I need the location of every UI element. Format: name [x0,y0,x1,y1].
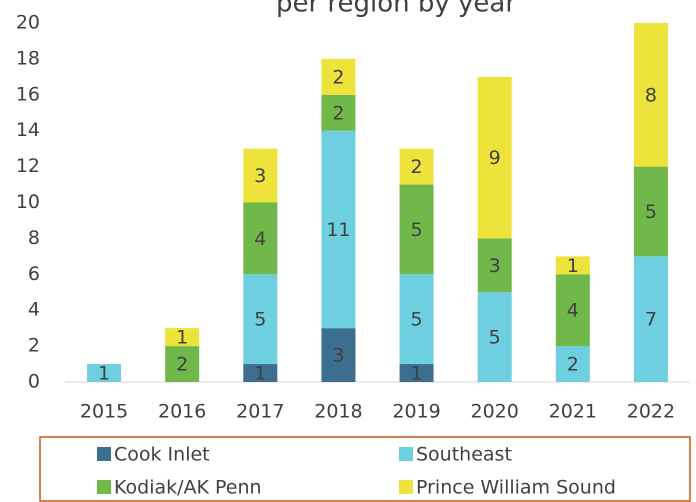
data-label: 5 [254,309,266,331]
data-label: 5 [411,219,423,241]
bar-segment [243,202,278,275]
x-tick-label: 2021 [549,401,597,423]
legend-label: Prince William Sound [416,477,616,499]
bar-segment [321,58,356,95]
bar-segment [321,328,356,382]
x-tick-label: 2015 [80,401,128,423]
bar-segment [399,184,434,275]
y-tick-label: 8 [28,227,40,249]
y-tick-label: 18 [16,47,40,69]
data-label: 3 [489,255,501,277]
x-tick-label: 2022 [627,401,675,423]
chart-title: per region by year [276,0,516,19]
bar-segment [555,256,590,275]
data-label: 2 [176,354,188,376]
bar-segment [477,238,512,293]
data-label: 5 [489,327,501,349]
bar-segment [633,256,668,382]
y-tick-label: 12 [16,155,40,177]
data-label: 4 [254,228,266,250]
x-tick-label: 2017 [236,401,284,423]
data-label: 9 [489,147,501,169]
x-tick-label: 2018 [314,401,362,423]
y-tick-label: 6 [28,263,40,285]
data-label: 1 [176,327,188,349]
bar-segment [321,130,356,329]
bar-segment [555,346,590,382]
y-tick-label: 4 [28,299,40,321]
data-label: 2 [332,66,344,88]
legend-swatch [97,480,111,494]
y-tick-label: 14 [16,119,40,141]
bar-segment [477,292,512,382]
bar-segment [87,364,122,382]
bar-segment [243,364,278,382]
bar-segment [165,328,200,347]
data-label: 3 [332,345,344,367]
bar-segment [165,346,200,382]
data-label: 4 [567,300,579,322]
y-tick-label: 0 [28,371,40,393]
data-label: 5 [411,309,423,331]
data-label: 2 [332,102,344,124]
bar-segment [243,274,278,365]
y-tick-label: 10 [16,191,40,213]
bar-segment [399,364,434,382]
data-label: 7 [645,309,657,331]
x-tick-label: 2020 [471,401,519,423]
legend-label: Cook Inlet [114,444,210,466]
legend-swatch [97,447,111,461]
y-tick-label: 2 [28,335,40,357]
data-label: 3 [254,165,266,187]
bar-segment [477,76,512,239]
bar-segment [555,274,590,347]
bar-segment [399,274,434,365]
data-label: 5 [645,201,657,223]
legend-box [39,436,691,502]
data-label: 1 [98,363,110,385]
data-label: 8 [645,84,657,106]
y-tick-label: 20 [16,12,40,34]
legend-swatch [399,447,413,461]
legend-label: Kodiak/AK Penn [114,477,262,499]
bar-segment [321,94,356,131]
data-label: 2 [567,354,579,376]
bar-segment [243,148,278,203]
data-label: 11 [326,219,350,241]
data-label: 2 [411,156,423,178]
data-label: 1 [254,363,266,385]
bar-segment [633,166,668,257]
legend-swatch [399,480,413,494]
legend-label: Southeast [416,444,512,466]
x-tick-label: 2019 [392,401,440,423]
data-label: 1 [411,363,423,385]
bar-segment [633,23,668,167]
bar-segment [399,148,434,185]
data-label: 1 [567,255,579,277]
x-tick-label: 2016 [158,401,206,423]
y-tick-label: 16 [16,83,40,105]
